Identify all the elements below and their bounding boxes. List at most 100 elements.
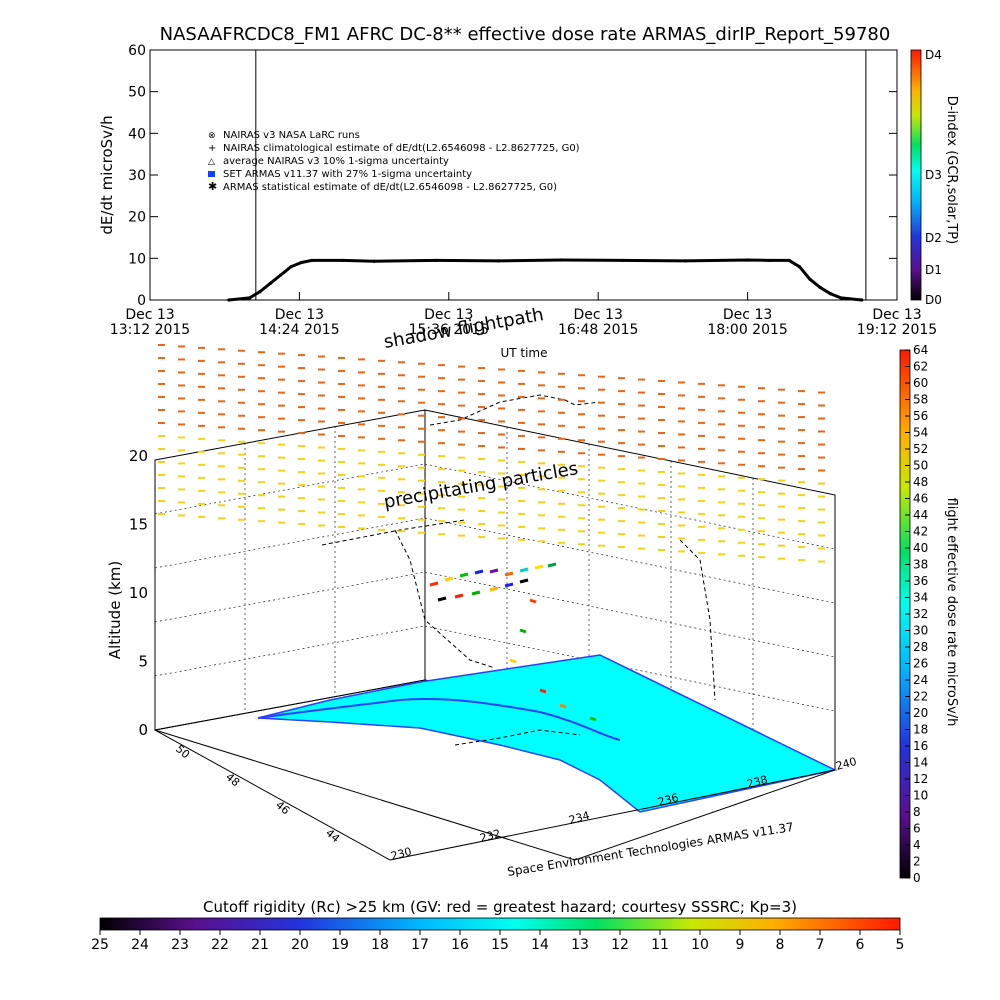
legend-item-2: NAIRAS climatological estimate of dE/dt(… — [223, 143, 580, 154]
top-x-tick-time: 14:24 2015 — [259, 322, 339, 338]
dose-rate-tick-label: 58 — [913, 393, 928, 407]
altitude-axis-label: Altitude (km) — [106, 561, 124, 659]
legend-item-1: NAIRAS v3 NASA LaRC runs — [223, 130, 360, 141]
dose-rate-tick-label: 42 — [913, 525, 928, 539]
d-index-colorbar-label: D-index (GCR,solar,TP) — [944, 96, 959, 244]
dose-rate-tick-label: 4 — [913, 838, 921, 852]
x-axis-3d-tick-label: 234 — [567, 809, 591, 827]
d-index-tick-label: D2 — [925, 231, 942, 245]
armas-data-point — [434, 258, 438, 263]
dose-rate-tick-label: 22 — [913, 690, 928, 704]
flight-path-markers — [429, 562, 597, 722]
cutoff-rigidity-tick-label: 22 — [211, 937, 229, 953]
legend-item-4: SET ARMAS v11.37 with 27% 1-sigma uncert… — [223, 169, 472, 180]
dose-rate-tick-label: 2 — [913, 855, 921, 869]
cutoff-rigidity-tick-label: 5 — [896, 937, 905, 953]
cutoff-rigidity-tick-label: 12 — [611, 937, 629, 953]
dose-rate-tick-label: 50 — [913, 459, 928, 473]
altitude-tick-label: 0 — [138, 721, 148, 739]
left-base-edge — [154, 729, 391, 861]
top-x-tick-date: Dec 13 — [723, 307, 772, 323]
legend-marker-nairas: ⊗ — [208, 131, 216, 141]
dose-rate-tick-label: 56 — [913, 409, 928, 423]
legend-item-5: ARMAS statistical estimate of dE/dt(L2.6… — [223, 182, 557, 193]
dose-rate-tick-label: 26 — [913, 657, 928, 671]
armas-data-point — [372, 259, 376, 263]
cutoff-rigidity-tick-label: 17 — [411, 937, 429, 953]
cutoff-rigidity-tick-label: 11 — [651, 937, 669, 953]
armas-data-point — [299, 260, 304, 265]
top-x-tick-date: Dec 13 — [574, 307, 623, 323]
cutoff-rigidity-tick-label: 9 — [736, 937, 745, 953]
armas-data-point — [258, 290, 262, 294]
d-index-colorbar — [910, 49, 922, 301]
top-x-tick-time: 18:00 2015 — [707, 322, 787, 338]
cutoff-rigidity-tick-label: 23 — [171, 937, 189, 953]
top-y-tick-label: 20 — [128, 210, 146, 226]
cutoff-rigidity-colorbar — [99, 917, 901, 931]
cutoff-rigidity-tick-label: 10 — [691, 937, 709, 953]
top-y-axis-label: dE/dt microSv/h — [98, 115, 116, 234]
armas-data-point — [766, 258, 770, 263]
altitude-ticks: 0 5 10 15 20 — [129, 447, 148, 739]
top-x-tick-time: 15:36 2015 — [409, 322, 489, 338]
credit-text: Space Environment Technologies ARMAS v11… — [506, 820, 794, 879]
d-index-tick-label: D4 — [925, 48, 942, 62]
armas-data-point — [818, 285, 822, 290]
top-y-tick-label: 30 — [128, 168, 146, 184]
map-surface — [257, 654, 838, 813]
altitude-tick-label: 20 — [129, 447, 148, 465]
armas-data-point — [829, 292, 833, 296]
armas-data-point — [268, 281, 272, 285]
x-axis-3d-tick-label: 230 — [389, 845, 413, 863]
armas-data-point — [497, 259, 501, 263]
d-index-tick-label: D1 — [925, 263, 942, 277]
dose-rate-tick-label: 54 — [913, 426, 928, 440]
altitude-tick-label: 10 — [129, 584, 148, 602]
dose-rate-tick-label: 64 — [913, 343, 928, 357]
armas-data-point — [559, 258, 563, 262]
dose-rate-tick-label: 36 — [913, 574, 928, 588]
dose-rate-tick-label: 6 — [913, 822, 921, 836]
dose-rate-tick-label: 20 — [913, 706, 928, 720]
y-axis-3d-tick-label: 46 — [273, 798, 292, 817]
top-x-tick-time: 16:48 2015 — [558, 322, 638, 338]
chart-title: NASAAFRCDC8_FM1 AFRC DC-8** effective do… — [160, 24, 891, 45]
precipitating-particles — [158, 344, 825, 563]
top-x-axis-label: UT time — [500, 346, 547, 360]
dose-rate-colorbar-label: flight effective dose rate microSv/h — [944, 498, 959, 727]
cutoff-rigidity-tick-label: 18 — [371, 937, 389, 953]
y-axis-3d-tick-label: 44 — [323, 826, 342, 845]
cutoff-rigidity-tick-label: 25 — [91, 937, 109, 953]
x-axis-3d-tick-label: 236 — [656, 791, 680, 809]
armas-data-point — [860, 298, 864, 302]
armas-data-point — [683, 259, 687, 263]
top-series — [227, 258, 864, 302]
armas-data-point — [310, 258, 314, 263]
top-vertical-lines — [255, 50, 867, 300]
d-index-tick-label: D3 — [925, 168, 942, 182]
front-base-edge — [389, 769, 836, 861]
cutoff-rigidity-tick-label: 24 — [131, 937, 149, 953]
dose-rate-tick-label: 16 — [913, 739, 928, 753]
altitude-tick-label: 5 — [138, 653, 148, 671]
cutoff-rigidity-tick-label: 13 — [571, 937, 589, 953]
armas-data-point — [839, 296, 843, 300]
dose-rate-tick-label: 52 — [913, 442, 928, 456]
cutoff-rigidity-tick-label: 14 — [531, 937, 549, 953]
cutoff-rigidity-title: Cutoff rigidity (Rc) >25 km (GV: red = g… — [203, 898, 797, 916]
top-y-tick-label: 40 — [128, 126, 146, 142]
dose-rate-tick-label: 44 — [913, 508, 928, 522]
cutoff-rigidity-tick-label: 21 — [251, 937, 269, 953]
top-x-tick-time: 13:12 2015 — [110, 322, 190, 338]
armas-series-line — [228, 258, 862, 302]
back-wall — [154, 409, 426, 731]
dose-rate-tick-label: 0 — [913, 871, 921, 885]
armas-data-point — [808, 277, 812, 281]
top-x-tick-time: 19:12 2015 — [857, 322, 937, 338]
legend-marker-climatological: + — [208, 143, 216, 154]
top-y-tick-label: 0 — [137, 293, 146, 309]
top-legend: ⊗ NAIRAS v3 NASA LaRC runs + NAIRAS clim… — [208, 130, 580, 193]
